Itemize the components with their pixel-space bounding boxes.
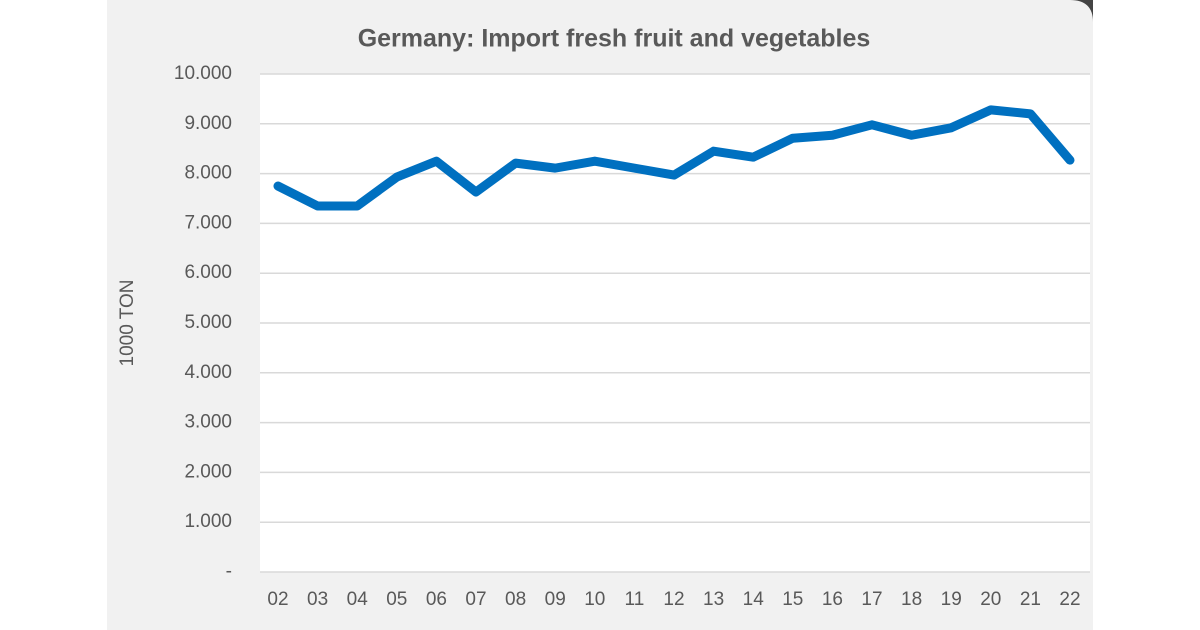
y-tick-label: 3.000 — [184, 412, 232, 433]
chart-title: Germany: Import fresh fruit and vegetabl… — [358, 25, 871, 53]
x-tick-label: 15 — [782, 589, 803, 610]
y-tick-label: 1.000 — [184, 511, 232, 532]
y-tick-label: 10.000 — [174, 63, 232, 84]
data-line — [273, 105, 1075, 211]
x-tick-label: 20 — [980, 589, 1001, 610]
x-tick-label: 10 — [584, 589, 605, 610]
y-tick-label: - — [226, 561, 232, 582]
y-tick-label: 2.000 — [184, 461, 232, 482]
y-tick-label: 4.000 — [184, 362, 232, 383]
y-tick-label: 6.000 — [184, 262, 232, 283]
x-tick-label: 18 — [901, 589, 922, 610]
x-tick-label: 16 — [822, 589, 843, 610]
x-tick-label: 04 — [347, 589, 369, 610]
x-tick-label: 02 — [267, 589, 288, 610]
x-tick-label: 21 — [1020, 589, 1041, 610]
x-tick-label: 07 — [465, 589, 486, 610]
y-tick-label: 9.000 — [184, 113, 232, 134]
y-tick-label: 5.000 — [184, 312, 232, 333]
x-tick-label: 14 — [743, 589, 765, 610]
y-axis-label: 1000 TON — [117, 280, 138, 367]
x-tick-label: 09 — [545, 589, 566, 610]
y-tick-label: 8.000 — [184, 163, 232, 184]
card-corner — [1070, 0, 1093, 22]
x-tick-label: 13 — [703, 589, 724, 610]
x-tick-label: 08 — [505, 589, 526, 610]
x-tick-label: 12 — [663, 589, 684, 610]
x-tick-label: 19 — [941, 589, 962, 610]
x-tick-label: 05 — [386, 589, 407, 610]
x-tick-label: 17 — [861, 589, 882, 610]
x-tick-label: 11 — [625, 589, 645, 610]
y-tick-label: 7.000 — [184, 212, 232, 233]
x-tick-label: 03 — [307, 589, 328, 610]
x-tick-label: 06 — [426, 589, 447, 610]
x-tick-label: 22 — [1059, 589, 1080, 610]
